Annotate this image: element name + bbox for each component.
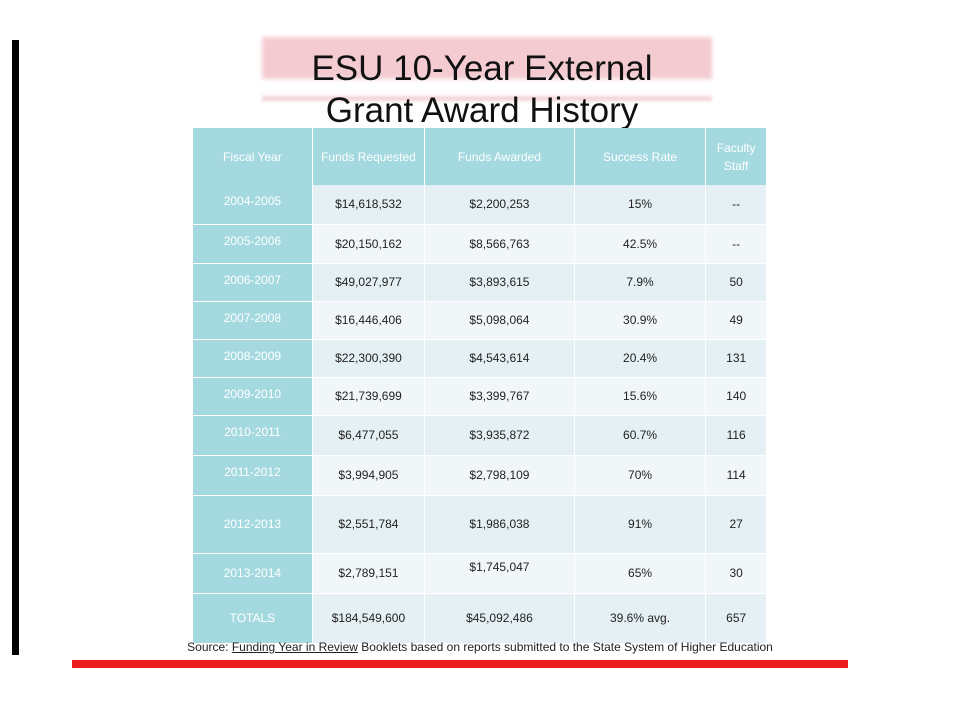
fiscal-year-cell: 2007-2008: [193, 301, 313, 340]
table-row: 2006-2007 $49,027,977 $3,893,615 7.9% 50: [193, 263, 767, 302]
title-line-2: Grant Award History: [325, 91, 639, 130]
table-row: 2009-2010 $21,739,699 $3,399,767 15.6% 1…: [193, 377, 767, 416]
faculty-staff-cell: 49: [705, 301, 767, 340]
table-row: 2010-2011 $6,477,055 $3,935,872 60.7% 11…: [193, 415, 767, 456]
success-rate-cell: 30.9%: [574, 301, 707, 340]
faculty-staff-cell: 116: [705, 415, 767, 456]
requested-cell: $2,551,784: [312, 495, 426, 554]
fiscal-year-cell: 2010-2011: [193, 415, 313, 456]
table-row: 2013-2014 $2,789,151 $1,745,047 65% 30: [193, 553, 767, 594]
fiscal-year-cell: 2004-2005: [193, 185, 313, 225]
table-row: 2007-2008 $16,446,406 $5,098,064 30.9% 4…: [193, 301, 767, 340]
requested-cell: $21,739,699: [312, 377, 426, 416]
success-rate-cell: 91%: [574, 495, 707, 554]
awarded-cell: $5,098,064: [424, 301, 575, 340]
faculty-staff-cell: 114: [705, 455, 767, 496]
awarded-cell: $1,745,047: [424, 553, 575, 594]
requested-cell: $20,150,162: [312, 224, 426, 264]
awarded-cell: $2,200,253: [424, 185, 575, 225]
awarded-cell: $8,566,763: [424, 224, 575, 264]
awarded-cell: $3,935,872: [424, 415, 575, 456]
totals-success-rate: 39.6% avg.: [574, 593, 707, 643]
success-rate-cell: 20.4%: [574, 339, 707, 378]
success-rate-cell: 15.6%: [574, 377, 707, 416]
awarded-cell: $2,798,109: [424, 455, 575, 496]
success-rate-cell: 42.5%: [574, 224, 707, 264]
faculty-staff-cell: 140: [705, 377, 767, 416]
table-row: 2012-2013 $2,551,784 $1,986,038 91% 27: [193, 495, 767, 554]
slide-title: ESU 10-Year External Grant Award History: [262, 48, 702, 132]
fiscal-year-cell: 2009-2010: [193, 377, 313, 416]
header-success-rate: Success Rate: [574, 128, 707, 185]
header-faculty-staff: Faculty Staff: [705, 128, 767, 185]
source-suffix: Booklets based on reports submitted to t…: [357, 640, 773, 654]
header-funds-requested: Funds Requested: [312, 128, 426, 185]
totals-requested: $184,549,600: [312, 593, 426, 643]
success-rate-cell: 60.7%: [574, 415, 707, 456]
title-line-1: ESU 10-Year External: [311, 49, 653, 88]
awarded-cell: $1,986,038: [424, 495, 575, 554]
awarded-cell: $3,399,767: [424, 377, 575, 416]
totals-faculty-staff: 657: [705, 593, 767, 643]
faculty-staff-cell: 50: [705, 263, 767, 302]
requested-cell: $3,994,905: [312, 455, 426, 496]
faculty-staff-cell: 30: [705, 553, 767, 594]
success-rate-cell: 7.9%: [574, 263, 707, 302]
fiscal-year-cell: 2008-2009: [193, 339, 313, 378]
left-border-bar: [12, 40, 19, 655]
header-fiscal-year: Fiscal Year: [193, 128, 313, 185]
requested-cell: $16,446,406: [312, 301, 426, 340]
totals-awarded: $45,092,486: [424, 593, 575, 643]
totals-label: TOTALS: [193, 593, 313, 643]
totals-row: TOTALS $184,549,600 $45,092,486 39.6% av…: [193, 593, 767, 643]
awarded-cell: $3,893,615: [424, 263, 575, 302]
fiscal-year-cell: 2011-2012: [193, 455, 313, 496]
requested-cell: $6,477,055: [312, 415, 426, 456]
requested-cell: $2,789,151: [312, 553, 426, 594]
success-rate-cell: 15%: [574, 185, 707, 225]
table-row: 2008-2009 $22,300,390 $4,543,614 20.4% 1…: [193, 339, 767, 378]
source-prefix: Source:: [187, 640, 232, 654]
success-rate-cell: 70%: [574, 455, 707, 496]
requested-cell: $22,300,390: [312, 339, 426, 378]
faded-divider: [262, 96, 712, 101]
table-row: 2004-2005 $14,618,532 $2,200,253 15% --: [193, 185, 767, 225]
faculty-staff-cell: 27: [705, 495, 767, 554]
table-row: 2005-2006 $20,150,162 $8,566,763 42.5% -…: [193, 224, 767, 264]
success-rate-cell: 65%: [574, 553, 707, 594]
requested-cell: $49,027,977: [312, 263, 426, 302]
fiscal-year-cell: 2012-2013: [193, 495, 313, 554]
fiscal-year-cell: 2005-2006: [193, 224, 313, 264]
requested-cell: $14,618,532: [312, 185, 426, 225]
faculty-staff-cell: --: [705, 224, 767, 264]
table-row: 2011-2012 $3,994,905 $2,798,109 70% 114: [193, 455, 767, 496]
faculty-staff-cell: --: [705, 185, 767, 225]
grant-history-table: Fiscal Year Funds Requested Funds Awarde…: [193, 128, 767, 643]
fiscal-year-cell: 2006-2007: [193, 263, 313, 302]
awarded-cell: $4,543,614: [424, 339, 575, 378]
faded-banner: [262, 37, 712, 79]
bottom-red-bar: [72, 660, 848, 668]
header-funds-awarded: Funds Awarded: [424, 128, 575, 185]
fiscal-year-cell: 2013-2014: [193, 553, 313, 594]
source-note: Source: Funding Year in Review Booklets …: [0, 640, 960, 654]
source-link[interactable]: Funding Year in Review: [231, 640, 358, 654]
faculty-staff-cell: 131: [705, 339, 767, 378]
